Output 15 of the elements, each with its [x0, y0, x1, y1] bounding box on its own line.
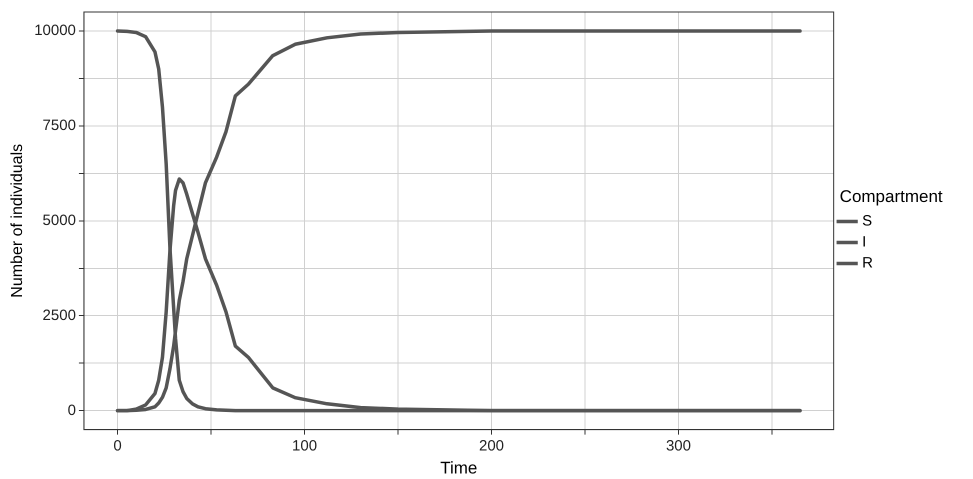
- legend-label: S: [862, 212, 872, 230]
- y-tick-label: 2500: [42, 306, 76, 324]
- x-tick-label: 200: [478, 438, 504, 455]
- x-tick-label: 100: [292, 438, 318, 455]
- x-tick-label: 0: [113, 438, 122, 455]
- legend-label: R: [862, 254, 874, 272]
- y-tick-label: 0: [68, 402, 76, 419]
- y-tick-label: 5000: [42, 212, 76, 229]
- y-tick-label: 10000: [34, 22, 76, 40]
- x-axis-title: Time: [440, 458, 478, 478]
- y-tick-label: 7500: [42, 117, 76, 134]
- legend-title: Compartment: [840, 187, 943, 206]
- y-axis-title: Number of individuals: [9, 144, 26, 298]
- x-tick-label: 300: [666, 438, 691, 455]
- legend-label: I: [862, 234, 866, 251]
